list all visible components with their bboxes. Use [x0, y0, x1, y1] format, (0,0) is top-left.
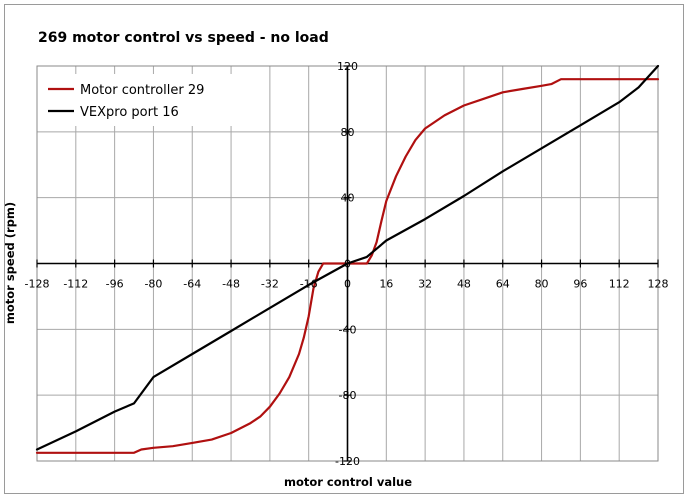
series-layer [35, 64, 660, 454]
x-tick-label: -64 [183, 278, 201, 291]
series-line-motor-controller [35, 78, 660, 454]
tick-labels: -128 -112 -96 -80 -64 -48 -32 -16 0 16 32 48 64 80 96 1… [25, 60, 669, 468]
x-tick-label: 16 [379, 278, 393, 291]
x-tick-label: -48 [222, 278, 240, 291]
y-axis-title: motor speed (rpm) [3, 202, 17, 324]
x-tick-label: 128 [648, 278, 669, 291]
legend-background [42, 74, 260, 126]
x-tick-label: 64 [496, 278, 510, 291]
x-tick-label: 32 [418, 278, 432, 291]
legend-label-motor-controller: Motor controller 29 [80, 83, 204, 98]
y-tick-label: 40 [341, 192, 355, 205]
x-tick-label: 80 [535, 278, 549, 291]
x-axis-title: motor control value [284, 475, 412, 489]
x-tick-label: 112 [609, 278, 630, 291]
x-tick-label: -16 [300, 278, 318, 291]
x-tick-label: -80 [144, 278, 162, 291]
y-tick-label: -120 [335, 455, 360, 468]
legend-label-vexpro: VEXpro port 16 [80, 105, 179, 120]
legend: Motor controller 29 VEXpro port 16 [42, 74, 260, 126]
x-tick-label: -32 [261, 278, 279, 291]
x-tick-label: -128 [25, 278, 50, 291]
x-tick-label: 96 [573, 278, 587, 291]
y-tick-label: -40 [339, 323, 357, 336]
y-tick-label: 0 [344, 258, 351, 271]
y-tick-label: -80 [339, 389, 357, 402]
y-tick-label: 80 [341, 126, 355, 139]
x-tick-label: -112 [63, 278, 88, 291]
x-tick-label: 48 [457, 278, 471, 291]
chart-title: 269 motor control vs speed - no load [38, 30, 329, 46]
y-tick-label: 120 [337, 60, 358, 73]
x-tick-label: 0 [344, 278, 351, 291]
x-tick-label: -96 [106, 278, 124, 291]
series-line-vexpro [35, 64, 660, 451]
